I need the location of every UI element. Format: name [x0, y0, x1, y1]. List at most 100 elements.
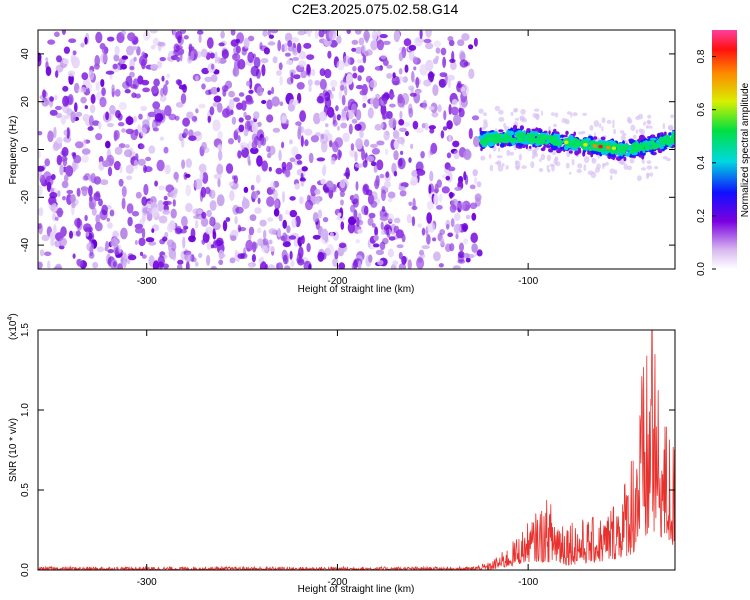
noise-cell	[443, 110, 447, 121]
halo-cell	[605, 161, 609, 166]
noise-cell	[92, 261, 99, 269]
noise-cell	[381, 189, 386, 202]
noise-cell	[358, 220, 364, 226]
noise-cell	[386, 64, 393, 69]
halo-cell	[551, 112, 555, 116]
signal-cell	[639, 134, 645, 140]
noise-cell	[447, 232, 454, 238]
halo-cell	[533, 152, 538, 158]
noise-cell	[164, 231, 169, 238]
noise-cell	[220, 30, 225, 39]
noise-cell	[328, 30, 337, 41]
noise-cell	[420, 151, 425, 159]
noise-cell	[113, 261, 117, 268]
noise-cell	[435, 47, 441, 54]
signal-cell	[587, 146, 593, 152]
noise-cell	[132, 78, 139, 90]
noise-cell	[168, 220, 176, 231]
signal-cell	[650, 149, 654, 155]
noise-cell	[291, 146, 299, 157]
noise-cell	[426, 222, 436, 233]
signal-cell	[531, 132, 536, 139]
noise-cell	[159, 238, 166, 245]
signal-cell	[568, 150, 573, 154]
noise-cell	[100, 79, 105, 87]
noise-cell	[389, 103, 396, 108]
noise-cell	[408, 107, 414, 118]
halo-cell	[548, 126, 551, 132]
noise-cell	[38, 223, 42, 230]
noise-cell	[115, 110, 121, 119]
noise-cell	[152, 260, 159, 269]
noise-cell	[216, 102, 223, 113]
noise-cell	[138, 113, 143, 120]
y-tick-label: -40	[20, 237, 31, 252]
noise-cell	[448, 39, 455, 47]
halo-cell	[568, 171, 572, 175]
noise-cell	[212, 228, 216, 236]
noise-cell	[324, 129, 330, 135]
noise-cell	[285, 209, 290, 215]
snr-ticks: -300 -200 -100 0.0 0.5 1.0 1.5	[20, 323, 675, 588]
halo-cell	[619, 130, 625, 134]
noise-cell	[140, 105, 148, 112]
noise-cell	[250, 147, 259, 155]
signal-cell	[507, 135, 512, 139]
signal-cell	[488, 142, 493, 147]
halo-cell	[620, 135, 626, 141]
noise-cell	[96, 246, 105, 253]
noise-cell	[107, 249, 114, 254]
noise-cell	[393, 150, 399, 161]
noise-cell	[304, 30, 313, 34]
y-tick-label: 1.0	[20, 403, 31, 417]
spectrogram-cells	[38, 30, 675, 269]
noise-cell	[161, 75, 165, 82]
noise-cell	[374, 179, 380, 190]
noise-cell	[238, 227, 247, 232]
noise-cell	[473, 37, 478, 47]
halo-cell	[645, 172, 650, 180]
noise-cell	[49, 109, 58, 116]
noise-cell	[38, 52, 42, 62]
noise-cell	[393, 217, 401, 224]
noise-cell	[45, 66, 52, 77]
noise-cell	[267, 264, 276, 269]
noise-cell	[99, 96, 107, 108]
noise-cell	[338, 89, 343, 100]
noise-cell	[95, 133, 103, 141]
noise-cell	[228, 181, 234, 187]
noise-cell	[192, 208, 201, 215]
noise-cell	[471, 115, 480, 121]
signal-cell	[589, 142, 595, 145]
noise-cell	[423, 38, 432, 44]
noise-cell	[415, 76, 420, 89]
noise-cell	[252, 241, 257, 253]
halo-cell	[645, 125, 649, 129]
noise-cell	[117, 263, 123, 269]
noise-cell	[432, 237, 437, 242]
signal-cell	[516, 143, 522, 146]
noise-cell	[468, 44, 474, 50]
noise-cell	[110, 237, 118, 249]
noise-cell	[45, 175, 54, 187]
noise-cell	[90, 93, 96, 104]
noise-cell	[391, 75, 400, 86]
noise-cell	[436, 205, 443, 210]
noise-cell	[256, 227, 262, 234]
noise-cell	[61, 180, 69, 189]
noise-cell	[316, 95, 324, 104]
signal-cell	[577, 147, 581, 151]
noise-cell	[218, 57, 227, 64]
noise-cell	[248, 140, 253, 150]
noise-cell	[340, 117, 347, 122]
noise-cell	[303, 42, 312, 49]
noise-cell	[237, 150, 242, 159]
halo-cell	[498, 117, 505, 122]
noise-cell	[257, 197, 261, 204]
noise-cell	[437, 104, 442, 113]
noise-cell	[392, 260, 399, 266]
noise-cell	[328, 183, 334, 191]
noise-cell	[141, 196, 148, 206]
noise-cell	[181, 216, 188, 227]
snr-scale-prefix: (x104)	[7, 313, 19, 340]
